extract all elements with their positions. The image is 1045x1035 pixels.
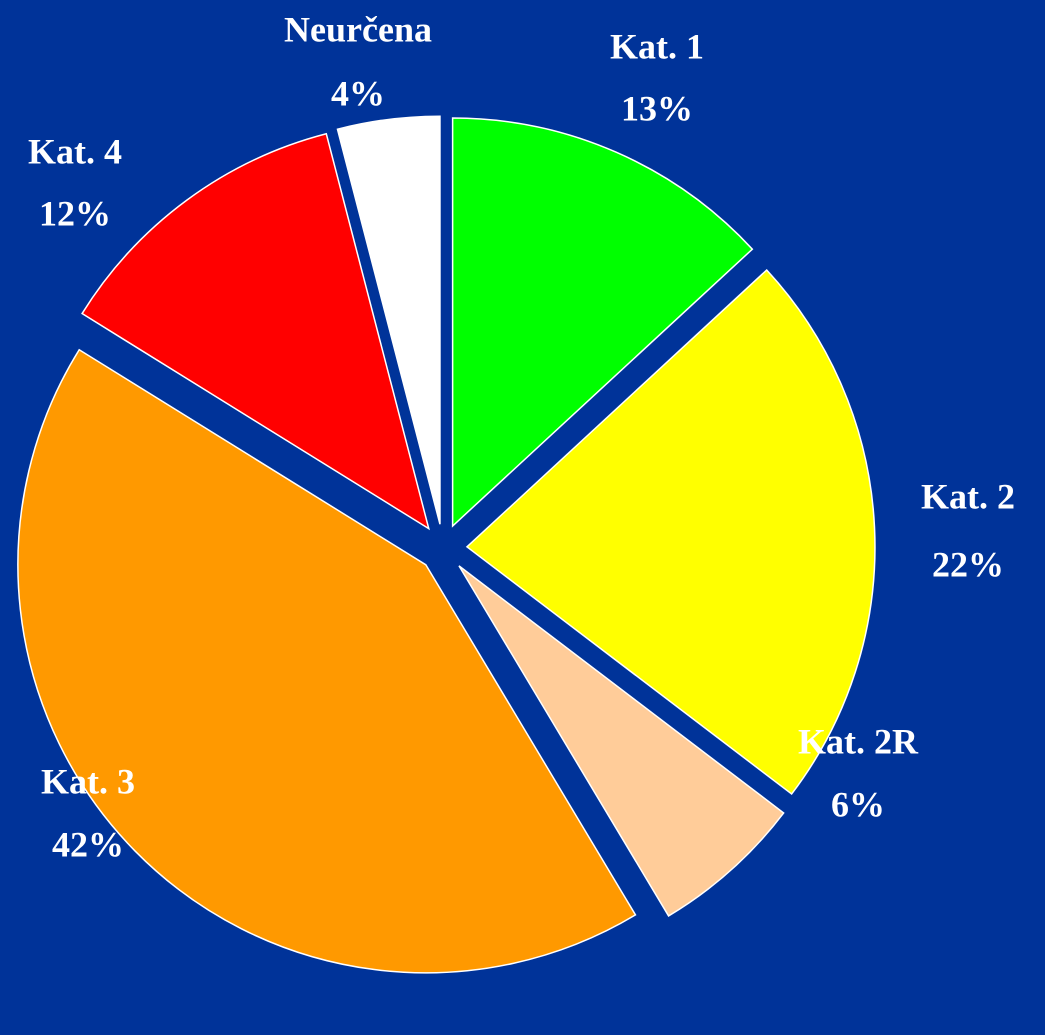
slice-value-label: 6% [831,784,885,824]
pie-slice [465,268,876,795]
pie-slice [458,565,785,917]
slice-value-label: 4% [331,73,385,113]
slice-value-label: 12% [39,193,111,233]
slice-label: Kat. 2 [921,476,1015,516]
slice-value-label: 22% [932,544,1004,584]
pie-slice [336,115,441,525]
slice-label: Kat. 2R [798,721,919,761]
slice-label: Kat. 4 [28,131,122,171]
pie-slice [17,348,637,974]
slice-label: Kat. 3 [41,761,135,801]
slice-label: Kat. 1 [610,26,704,66]
slice-value-label: 13% [621,88,693,128]
slice-value-label: 42% [52,824,124,864]
slice-label: Neurčena [284,9,432,49]
pie-slice [81,132,430,531]
pie-slice [451,117,754,528]
